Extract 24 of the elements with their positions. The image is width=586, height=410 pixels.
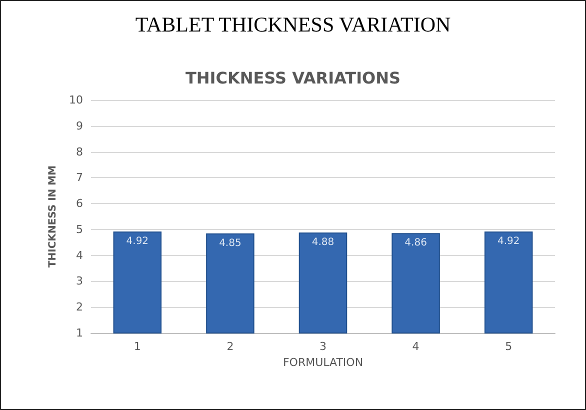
data-label: 4.86: [404, 238, 427, 249]
y-tick-label: 3: [76, 274, 83, 288]
y-tick-label: 6: [76, 197, 83, 210]
x-tick-label: 3: [320, 340, 326, 353]
y-tick-label: 5: [76, 222, 83, 236]
y-tick-label: 10: [69, 94, 83, 106]
data-label: 4.88: [312, 237, 334, 248]
chart-title: TABLET THICKNESS VARIATION: [135, 12, 451, 36]
x-axis-title: FORMULATION: [282, 356, 364, 369]
data-label: 4.92: [497, 236, 520, 248]
y-axis-title: THICKNESS IN MM: [48, 165, 59, 268]
x-tick-label: 1: [134, 340, 141, 353]
y-tick-label: 2: [76, 300, 83, 314]
y-tick-label: 9: [76, 119, 83, 132]
x-tick-label: 5: [505, 340, 512, 353]
y-tick-label: 8: [76, 145, 83, 158]
data-label: 4.85: [219, 238, 242, 249]
y-tick-label: 4: [76, 248, 83, 262]
data-label: 4.92: [126, 236, 149, 248]
x-tick-label: 2: [226, 340, 234, 353]
chart-subtitle: THICKNESS VARIATIONS: [185, 68, 401, 88]
x-tick-label: 4: [412, 340, 420, 353]
y-tick-label: 1: [76, 326, 83, 340]
y-tick-label: 7: [76, 171, 83, 184]
